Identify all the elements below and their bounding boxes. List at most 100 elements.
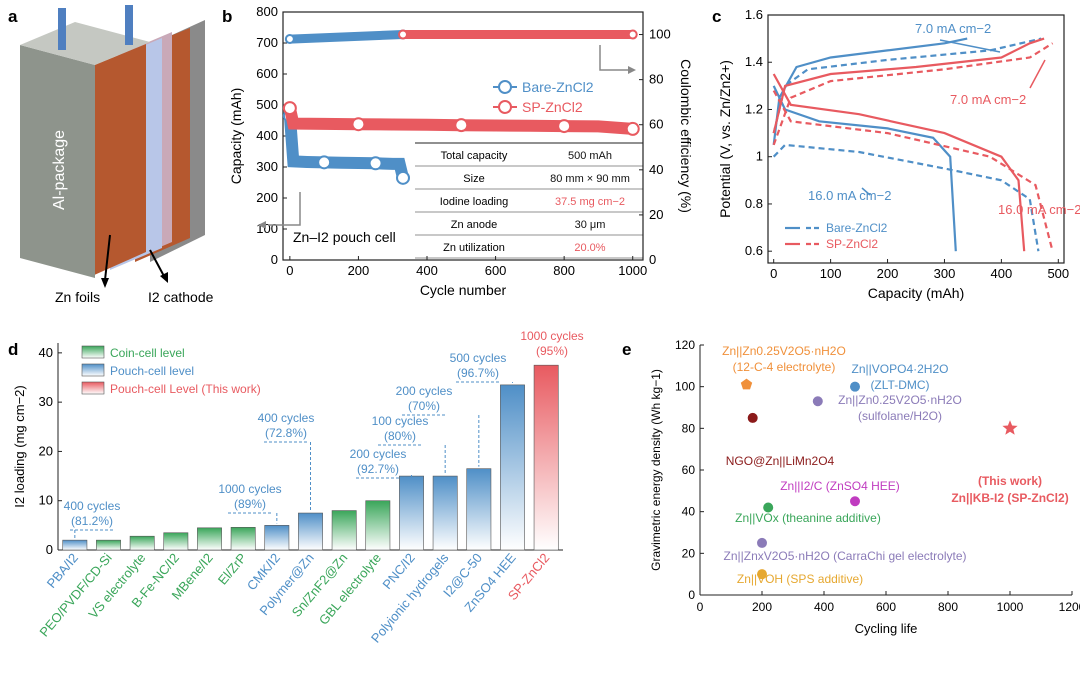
ann-arrow: [861, 187, 871, 196]
series-1-point: [282, 101, 297, 116]
series-3-point: [627, 29, 638, 40]
annotation-leader: [228, 512, 278, 524]
bar: [129, 535, 155, 551]
point-label-2: (ZLT-DMC): [870, 378, 929, 392]
x-axis-label: Cycle number: [420, 282, 507, 298]
point-label: Zn||VOPO4·2H2O: [852, 362, 949, 376]
y-tick-label: 1.2: [745, 101, 763, 116]
table-value: 20.0%: [574, 242, 605, 254]
bar-annotation: 100 cycles: [372, 414, 429, 428]
data-point: [763, 502, 774, 513]
point-label: Zn||VOH (SPS additive): [737, 572, 863, 586]
point-label-2: Zn||KB-I2 (SP-ZnCl2): [951, 491, 1068, 505]
curve-annotation: 16.0 mA cm−2: [808, 188, 891, 203]
front-zn-foil: [92, 44, 146, 276]
series-1-point: [625, 121, 640, 136]
y2-tick-label: 40: [649, 162, 663, 177]
y-tick-label: 80: [682, 421, 696, 435]
ann-arrow: [1029, 59, 1046, 89]
x-tick-label: 200: [877, 266, 899, 281]
annotation-leader: [264, 441, 311, 512]
bar: [399, 475, 424, 551]
annotation-leader: [378, 444, 446, 475]
data-point: [757, 537, 767, 548]
point-label: Zn||ZnxV2O5·nH2O (CarraChi gel electroly…: [724, 549, 967, 563]
i2-cathode-label: I2 cathode: [148, 289, 214, 305]
y-tick-label: 1.4: [745, 54, 763, 69]
legend-marker: [498, 80, 512, 94]
x-tick-label: 400: [416, 263, 438, 278]
x-tick-label: 200: [348, 263, 370, 278]
y-tick-label: 0: [46, 542, 53, 557]
legend-label: SP-ZnCl2: [826, 237, 878, 251]
point-label: (This work): [978, 474, 1042, 488]
y2-tick-label: 80: [649, 72, 663, 87]
legend-swatch: [81, 363, 105, 377]
x-tick-label: 500: [1047, 266, 1069, 281]
y-axis-label: I2 loading (mg cm−2): [12, 385, 27, 507]
table-key: Size: [463, 173, 484, 185]
series-1-point: [454, 118, 469, 133]
y2-tick-label: 20: [649, 207, 663, 222]
y2-tick-label: 100: [649, 27, 671, 42]
y-tick-label: 500: [256, 97, 278, 112]
legend-label: Pouch-cell Level (This work): [110, 382, 261, 396]
legend-swatch: [81, 381, 105, 395]
y-tick-label: 300: [256, 159, 278, 174]
bar-annotation-sub: (70%): [408, 399, 440, 413]
x-tick-label: 200: [752, 600, 772, 614]
curve-4: [772, 37, 1045, 134]
legend-label: Bare-ZnCl2: [522, 79, 594, 95]
x-tick-label: 800: [553, 263, 575, 278]
y-tick-label: 40: [682, 505, 696, 519]
bar-annotation: 500 cycles: [450, 351, 507, 365]
pouch-cell-illustration: Al-package Zn foils I2 cathode: [20, 5, 214, 305]
series-0-band: [283, 109, 409, 184]
arrow-left-head: [258, 221, 266, 229]
y-tick-label: 600: [256, 66, 278, 81]
al-package-label: Al-package: [51, 130, 68, 210]
data-point: [850, 381, 860, 392]
curve-6: [772, 42, 1054, 146]
panel-label-e: e: [622, 340, 631, 359]
point-label: NGO@Zn||LiMn2O4: [726, 454, 835, 468]
zn-foils-label: Zn foils: [55, 289, 100, 305]
y-tick-label: 800: [256, 4, 278, 19]
y-tick-label: 120: [675, 338, 695, 352]
y2-axis-label: Coulombic efficiency (%): [678, 59, 694, 213]
data-point: [812, 396, 823, 407]
bar: [466, 468, 492, 551]
bar-annotation-sub: (92.7%): [357, 462, 399, 476]
curve-5: [772, 73, 1026, 252]
data-point: [747, 412, 758, 423]
x-tick-label: 0: [770, 266, 777, 281]
series-0-point: [396, 170, 410, 185]
x-axis-label: Cycling life: [855, 621, 918, 636]
y-tick-label: 40: [39, 345, 53, 360]
series-1-point: [557, 119, 572, 134]
curve-annotation: 16.0 mA cm−2: [998, 202, 1080, 217]
tab-right: [125, 5, 133, 45]
y-tick-label: 60: [682, 463, 696, 477]
x-tick-label: 600: [485, 263, 507, 278]
y-tick-label: 0: [271, 252, 278, 267]
bar: [197, 527, 222, 551]
point-label-2: (sulfolane/H2O): [858, 409, 942, 423]
data-point: [850, 496, 860, 507]
bar-annotation-sub: (81.2%): [71, 514, 113, 528]
bar: [331, 510, 357, 551]
y-axis-label: Capacity (mAh): [228, 88, 244, 184]
y-tick-label: 200: [256, 190, 278, 205]
x-axis-label: Capacity (mAh): [868, 285, 964, 301]
panel-label-a: a: [8, 7, 18, 26]
bar-annotation: 200 cycles: [350, 447, 407, 461]
x-tick-label: 0: [697, 600, 704, 614]
bar-annotation-sub: (80%): [384, 429, 416, 443]
point-label: Zn||Zn0.25V2O5·nH2O: [722, 344, 846, 358]
y-tick-label: 100: [675, 380, 695, 394]
x-tick-label: 100: [820, 266, 842, 281]
tab-left: [58, 8, 66, 50]
